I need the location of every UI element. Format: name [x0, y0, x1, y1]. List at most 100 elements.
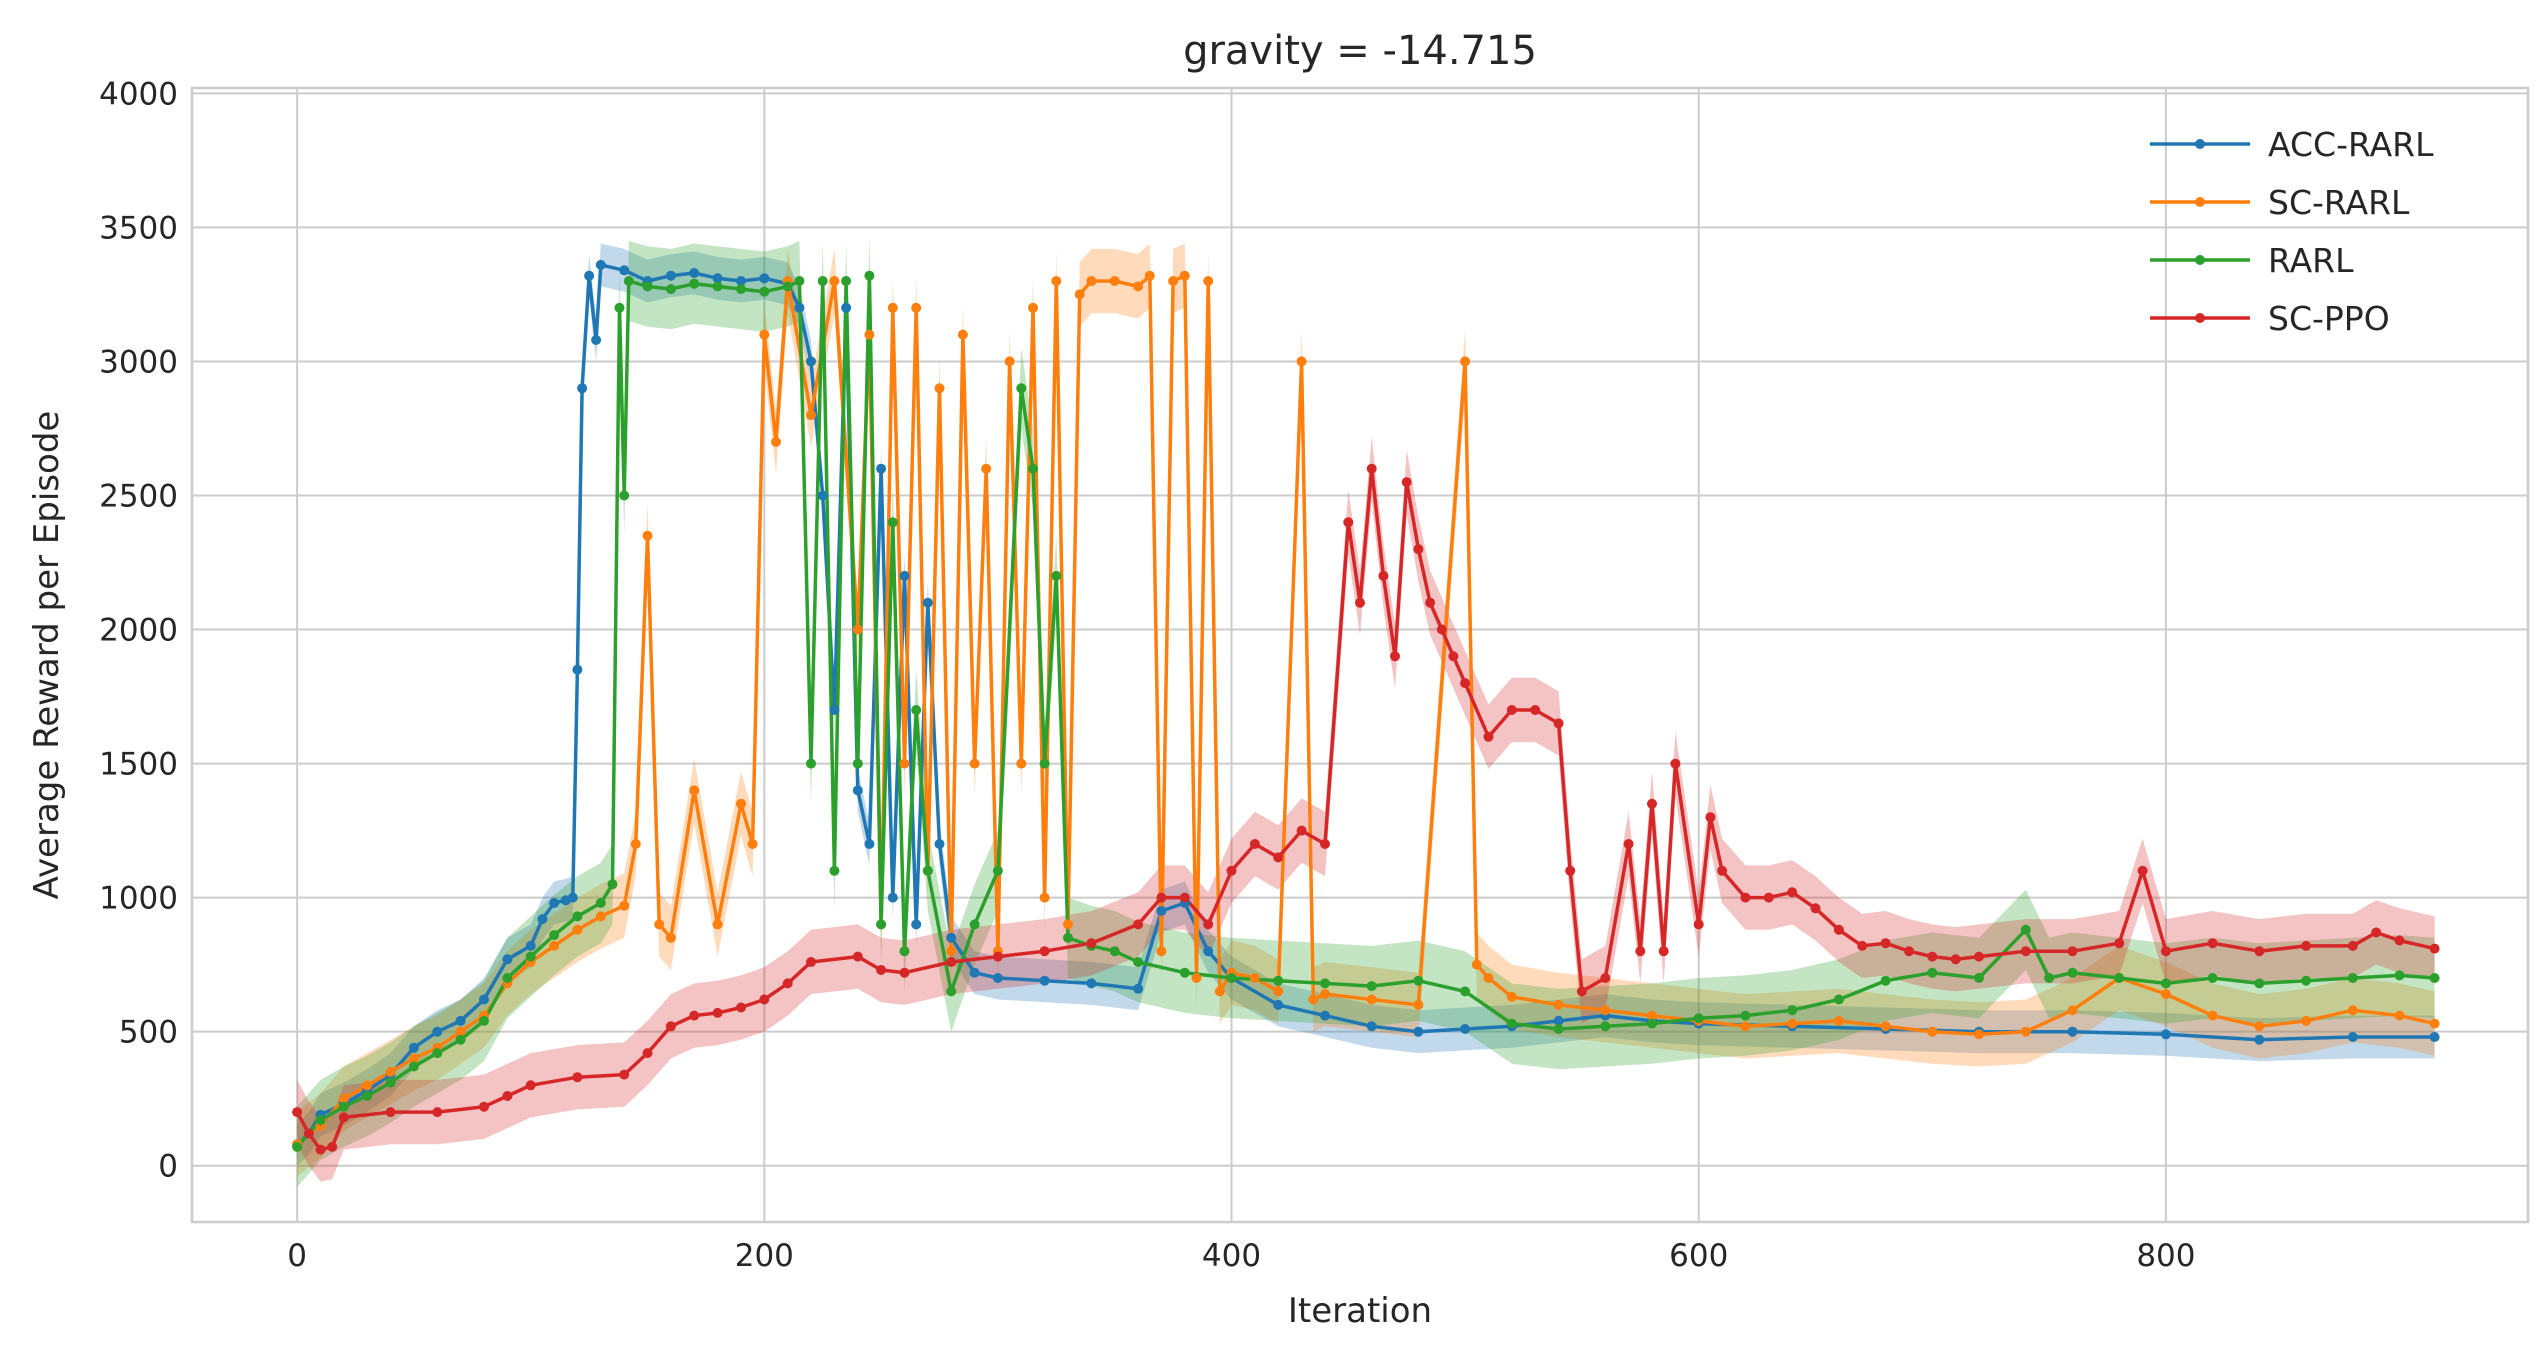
data-point-sc-rarl [1109, 276, 1120, 286]
data-point-sc-rarl [1740, 1021, 1751, 1032]
data-point-sc-rarl [1039, 892, 1050, 903]
data-point-sc-rarl [1144, 270, 1155, 281]
data-point-rarl [2254, 978, 2265, 989]
data-point-sc-rarl [747, 839, 758, 849]
data-point-sc-rarl [946, 946, 957, 957]
data-point-sc-rarl [630, 839, 641, 849]
data-point-acc-rarl [1366, 1021, 1377, 1032]
data-point-acc-rarl [911, 919, 922, 930]
data-point-sc-ppo [1670, 758, 1681, 769]
data-point-sc-rarl [981, 463, 992, 474]
data-point-rarl [759, 286, 770, 297]
data-point-sc-ppo [1401, 477, 1412, 488]
legend-item-acc-rarl: ACC-RARL [2150, 125, 2434, 164]
data-point-rarl [806, 758, 816, 769]
x-tick-label: 600 [1669, 1238, 1728, 1274]
data-point-sc-ppo [432, 1107, 443, 1118]
data-point-sc-ppo [1647, 798, 1657, 809]
data-point-rarl [841, 276, 852, 286]
data-point-acc-rarl [432, 1026, 443, 1037]
data-point-sc-ppo [1950, 954, 1961, 965]
data-point-rarl [362, 1091, 373, 1101]
data-point-sc-ppo [1974, 951, 1984, 962]
data-point-acc-rarl [759, 273, 770, 284]
data-point-sc-rarl [899, 758, 910, 769]
data-point-sc-ppo [992, 951, 1003, 962]
data-point-sc-ppo [1553, 718, 1564, 729]
data-point-rarl [1063, 932, 1073, 943]
data-point-sc-ppo [736, 1002, 746, 1013]
data-point-sc-ppo [712, 1007, 723, 1018]
data-point-sc-rarl [338, 1093, 349, 1104]
data-point-rarl [502, 973, 513, 983]
data-point-rarl [2347, 973, 2358, 983]
data-point-sc-ppo [315, 1144, 326, 1155]
data-point-sc-ppo [1880, 938, 1891, 949]
data-point-sc-rarl [619, 900, 630, 911]
data-point-rarl [829, 865, 840, 876]
data-point-rarl [614, 302, 625, 313]
data-point-acc-rarl [864, 839, 875, 849]
data-point-acc-rarl [1273, 999, 1284, 1010]
data-point-sc-rarl [362, 1080, 373, 1091]
data-point-sc-ppo [1378, 570, 1389, 581]
data-point-sc-ppo [1296, 825, 1307, 836]
data-point-sc-ppo [852, 951, 863, 962]
data-point-rarl [2044, 973, 2055, 983]
data-point-rarl [736, 284, 746, 295]
data-point-acc-rarl [549, 898, 560, 908]
data-point-sc-ppo [572, 1072, 583, 1083]
data-point-sc-ppo [303, 1128, 314, 1139]
data-point-acc-rarl [794, 302, 805, 313]
data-point-sc-ppo [1320, 839, 1330, 849]
data-point-sc-rarl [1004, 356, 1015, 367]
data-point-sc-rarl [1460, 356, 1471, 367]
data-point-sc-ppo [1179, 892, 1190, 903]
data-point-rarl [607, 879, 618, 890]
data-point-sc-rarl [654, 919, 665, 930]
data-point-sc-rarl [1133, 281, 1144, 292]
data-point-rarl [1028, 463, 1038, 474]
data-point-sc-rarl [2347, 1005, 2358, 1016]
data-point-sc-rarl [1471, 959, 1482, 970]
data-point-rarl [2020, 924, 2031, 935]
legend-marker-rarl [2195, 255, 2205, 265]
data-point-sc-ppo [2137, 865, 2148, 876]
data-point-sc-rarl [385, 1066, 396, 1077]
data-point-rarl [1133, 957, 1144, 967]
data-point-sc-rarl [934, 383, 945, 394]
data-point-rarl [1320, 978, 1330, 989]
data-point-acc-rarl [689, 268, 700, 278]
data-point-sc-rarl [1179, 270, 1190, 281]
data-point-rarl [1366, 981, 1377, 992]
data-point-sc-rarl [2429, 1018, 2440, 1029]
data-point-rarl [665, 284, 676, 295]
y-tick-label: 2000 [99, 613, 178, 649]
data-point-sc-ppo [1390, 651, 1400, 662]
data-point-rarl [2160, 978, 2171, 989]
data-point-sc-rarl [1028, 302, 1038, 313]
data-point-sc-rarl [771, 436, 781, 447]
data-point-acc-rarl [584, 270, 595, 281]
legend-item-rarl: RARL [2150, 241, 2354, 280]
data-point-sc-rarl [1320, 989, 1330, 1000]
data-point-acc-rarl [577, 383, 588, 394]
data-point-sc-rarl [887, 302, 898, 313]
data-point-sc-ppo [2347, 940, 2358, 951]
data-point-rarl [2114, 973, 2125, 983]
data-point-sc-rarl [1927, 1026, 1938, 1037]
series-line-sc-rarl [296, 273, 2435, 1146]
data-point-sc-rarl [1214, 986, 1225, 997]
data-point-acc-rarl [1460, 1024, 1471, 1034]
data-point-sc-rarl [2254, 1021, 2265, 1032]
data-point-rarl [595, 898, 606, 908]
data-point-sc-ppo [1425, 597, 1436, 608]
data-point-acc-rarl [479, 994, 489, 1005]
data-point-sc-ppo [665, 1021, 676, 1032]
data-point-sc-rarl [642, 530, 653, 541]
data-point-sc-ppo [1448, 651, 1459, 662]
data-point-rarl [549, 930, 560, 941]
data-point-acc-rarl [1553, 1015, 1564, 1026]
y-tick-label: 3500 [99, 210, 178, 246]
data-point-sc-rarl [1051, 276, 1062, 286]
